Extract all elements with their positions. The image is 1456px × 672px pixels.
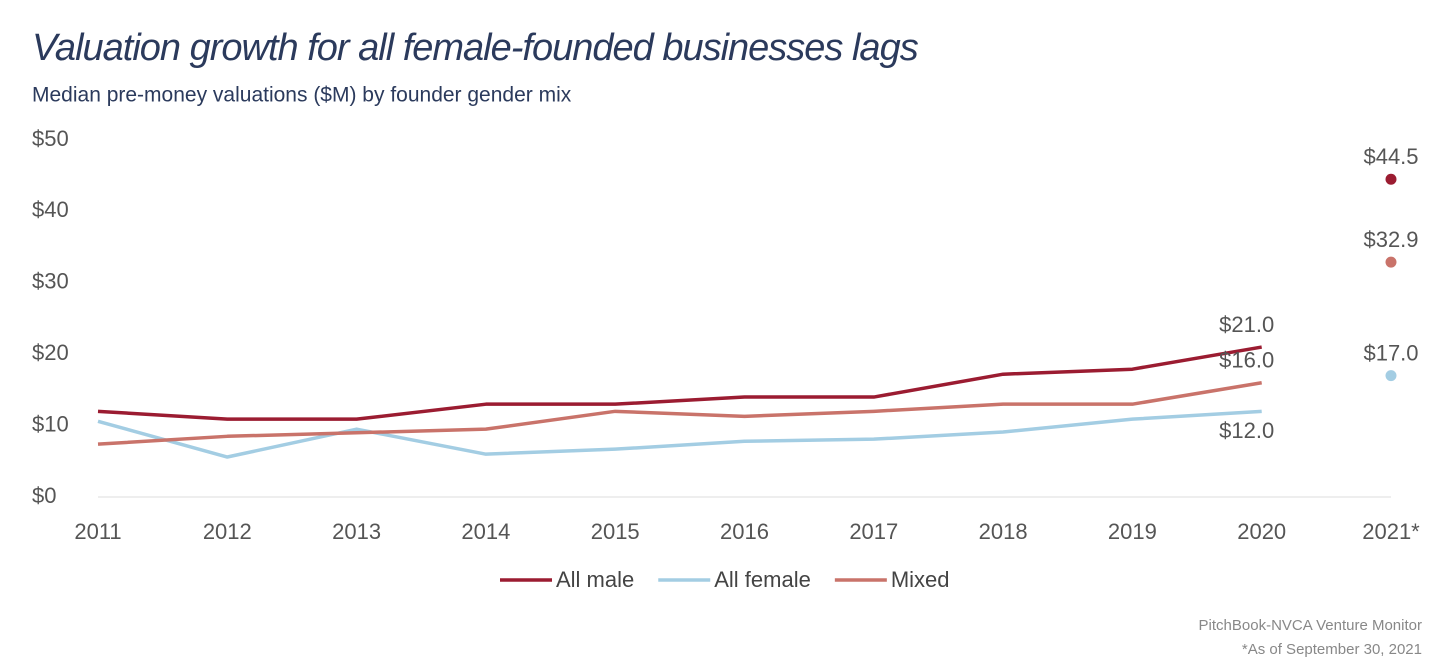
chart-title: Valuation growth for all female-founded …	[32, 27, 919, 69]
y-tick-label: $50	[32, 126, 69, 151]
value-label: $32.9	[1363, 227, 1418, 252]
legend-label: All male	[556, 567, 634, 592]
y-tick-label: $30	[32, 269, 69, 294]
x-tick-label: 2021*	[1362, 519, 1420, 544]
legend-label: All female	[714, 567, 811, 592]
x-tick-label: 2020	[1237, 519, 1286, 544]
chart-subtitle: Median pre-money valuations ($M) by foun…	[32, 84, 572, 107]
line	[97, 409, 1262, 459]
x-tick-label: 2012	[203, 519, 252, 544]
point	[1385, 370, 1397, 382]
value-label: $17.0	[1363, 340, 1418, 365]
x-tick-label: 2013	[332, 519, 381, 544]
source-note: *As of September 30, 2021	[1242, 641, 1422, 658]
x-tick-label: 2019	[1108, 519, 1157, 544]
y-tick-label: $20	[32, 340, 69, 365]
y-tick-label: $0	[32, 483, 56, 508]
y-tick-label: $40	[32, 197, 69, 222]
line	[97, 381, 1262, 446]
point	[1385, 173, 1397, 185]
value-label: $21.0	[1219, 312, 1274, 337]
x-tick-label: 2011	[74, 519, 121, 544]
legend-label: Mixed	[891, 567, 950, 592]
line	[97, 345, 1262, 421]
value-label: $12.0	[1219, 418, 1274, 443]
value-label: $16.0	[1219, 348, 1274, 373]
x-tick-label: 2017	[849, 519, 898, 544]
x-tick-label: 2015	[591, 519, 640, 544]
value-label: $44.5	[1363, 144, 1418, 169]
x-tick-label: 2016	[720, 519, 769, 544]
point	[1385, 256, 1397, 268]
x-tick-label: 2018	[979, 519, 1028, 544]
source: PitchBook-NVCA Venture Monitor	[1199, 617, 1422, 634]
x-tick-label: 2014	[461, 519, 510, 544]
y-tick-label: $10	[32, 411, 69, 436]
